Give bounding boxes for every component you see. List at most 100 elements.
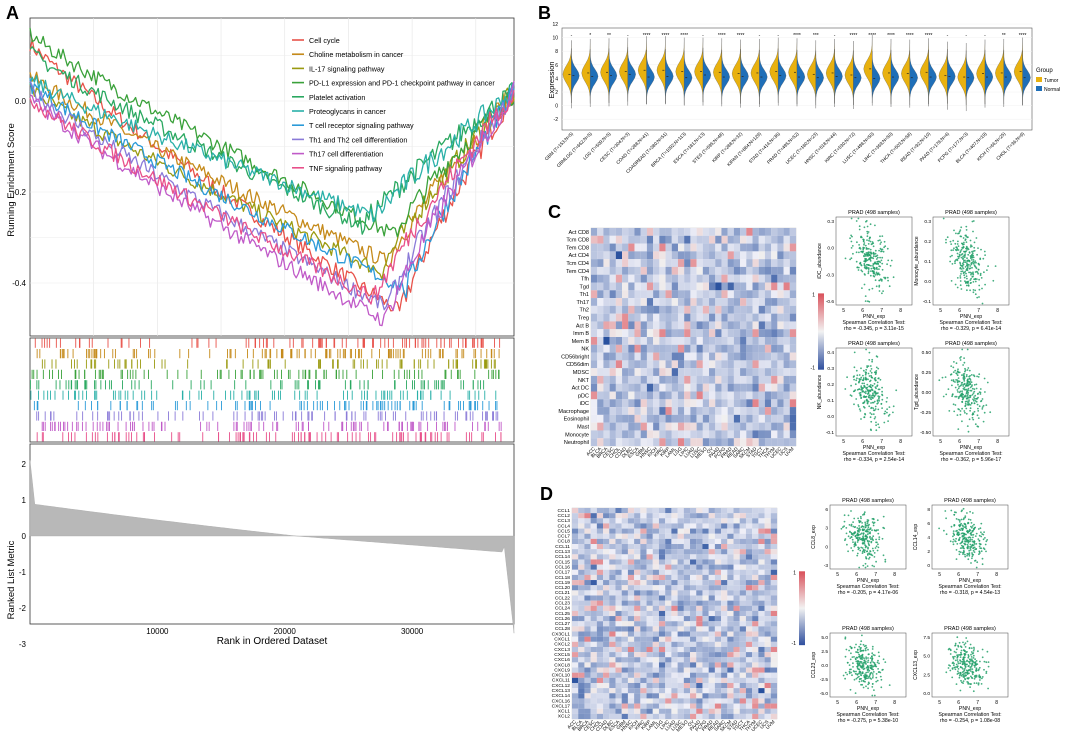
heatmap-cell (696, 569, 703, 575)
heatmap-cell (758, 662, 765, 668)
heatmap-cell (683, 554, 691, 560)
heatmap-cell (597, 313, 604, 322)
scatter-point (959, 359, 962, 361)
heatmap-cell (770, 513, 778, 519)
heatmap-cell (789, 266, 797, 275)
heatmap-cell (653, 352, 660, 361)
scatter-point (961, 420, 963, 423)
scatter-point (882, 250, 885, 253)
heatmap-cell (690, 533, 697, 539)
scatter-point (866, 536, 869, 539)
heatmap-cell (758, 616, 765, 622)
heatmap-cell (777, 430, 784, 439)
scatter-point (968, 267, 971, 270)
scatter-point (863, 382, 865, 385)
heatmap-cell (758, 407, 765, 415)
heatmap-cell (745, 708, 753, 714)
heatmap-cell (634, 352, 641, 361)
scatter-point (956, 258, 958, 261)
scatter-point (968, 418, 971, 421)
heatmap-cell (615, 321, 623, 330)
heatmap-cell (771, 313, 778, 322)
heatmap-cell (572, 569, 579, 575)
heatmap-cell (615, 688, 622, 694)
heatmap-cell (591, 274, 598, 283)
heatmap-cell (646, 605, 653, 611)
heatmap-cell (777, 298, 784, 306)
heatmap-cell (627, 528, 635, 534)
heatmap-cell (652, 559, 660, 565)
scatter-x-tick: 5 (836, 572, 839, 578)
violin-normal (590, 49, 599, 104)
heatmap-cell (590, 574, 597, 581)
heatmap-cell (708, 518, 715, 524)
violin-normal (665, 49, 674, 104)
heatmap-cell (733, 672, 740, 678)
heatmap-cell (627, 508, 635, 514)
heatmap-cell (615, 518, 622, 524)
scatter-point (982, 257, 985, 260)
scatter-title: PRAD (498 samples) (945, 210, 997, 216)
heatmap-cell (696, 518, 703, 524)
heatmap-cell (658, 605, 666, 611)
heatmap-cell (634, 235, 641, 244)
heatmap-cell (665, 305, 672, 314)
heatmap-cell (597, 337, 604, 345)
heatmap-cell (615, 569, 622, 575)
heatmap-cell (690, 713, 697, 720)
heatmap-cell (671, 682, 678, 689)
heatmap-cell (727, 538, 734, 545)
heatmap-cell (745, 533, 753, 539)
heatmap-row-label: CCL23 (555, 600, 570, 606)
heatmap-cell (696, 559, 703, 565)
scatter-point (869, 370, 872, 372)
heatmap-cell (739, 713, 746, 720)
heatmap-cell (727, 243, 734, 252)
heatmap-cell (640, 391, 647, 400)
scatter-point (965, 225, 968, 228)
heatmap-cell (653, 414, 660, 423)
heatmap-row-label: CCL28 (555, 626, 570, 632)
scatter-point (853, 545, 856, 548)
scatter-point (958, 396, 960, 398)
scatter-point (864, 392, 867, 395)
scatter-point (978, 284, 981, 287)
scatter-point (961, 381, 964, 384)
heatmap-cell (777, 414, 784, 423)
scatter-point (865, 220, 867, 223)
heatmap-cell (677, 266, 685, 275)
heatmap-cell (684, 383, 691, 392)
heatmap-cell (584, 605, 591, 611)
heatmap-cell (690, 693, 697, 699)
heatmap-cell (683, 564, 691, 570)
heatmap-cell (646, 621, 653, 627)
heatmap-cell (653, 266, 660, 275)
heatmap-cell (702, 438, 710, 447)
heatmap-cell (634, 430, 641, 439)
heatmap-cell (745, 688, 753, 694)
heatmap-cell (609, 708, 616, 714)
heatmap-cell (727, 672, 734, 678)
heatmap-cell (739, 703, 746, 709)
scatter-point (971, 393, 974, 396)
heatmap-cell (677, 636, 684, 642)
heatmap-row-label: Tem CD8 (566, 245, 589, 251)
heatmap-cell (721, 407, 728, 415)
heatmap-cell (646, 693, 653, 699)
heatmap-cell (572, 513, 579, 519)
heatmap-cell (646, 708, 653, 714)
heatmap-cell (746, 383, 753, 392)
heatmap-cell (671, 383, 679, 392)
heatmap-cell (683, 616, 691, 622)
scatter-point (975, 400, 978, 403)
heatmap-cell (646, 682, 653, 689)
heatmap-cell (783, 259, 790, 267)
scatter-point (968, 369, 971, 372)
heatmap-cell (764, 523, 771, 529)
heatmap-cell (740, 251, 747, 260)
heatmap-cell (658, 616, 666, 622)
heatmap-cell (590, 610, 597, 617)
heatmap-cell (640, 533, 647, 539)
heatmap-cell (603, 610, 610, 617)
heatmap-cell (783, 368, 790, 376)
